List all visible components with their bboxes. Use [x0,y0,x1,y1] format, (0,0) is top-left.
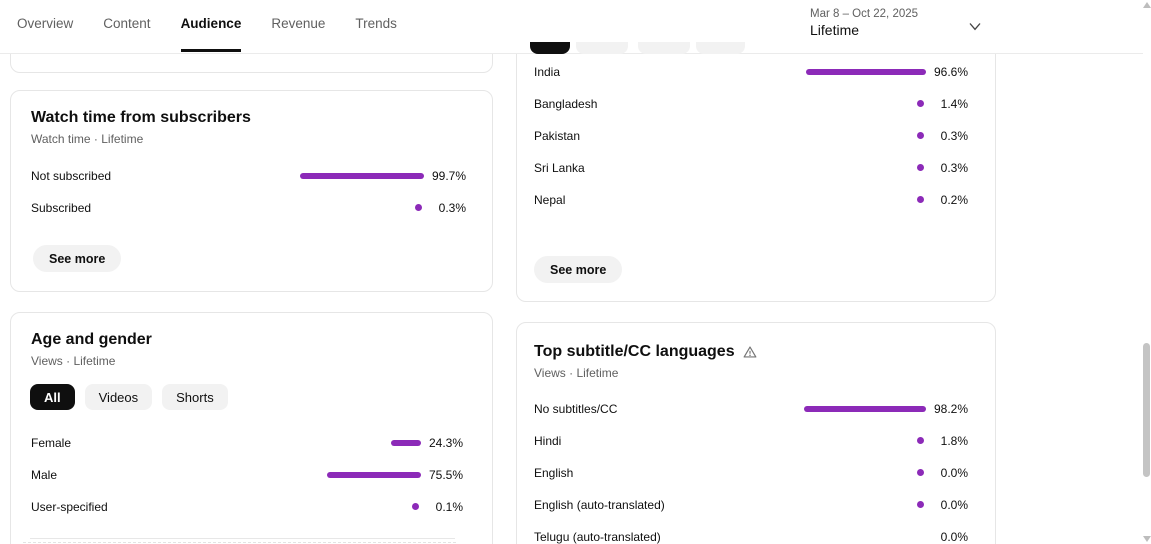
stat-row-sri-lanka: Sri Lanka 0.3% [534,152,968,184]
subtitle-languages-card: Top subtitle/CC languages Views · Lifeti… [516,322,996,544]
row-label: English [534,466,574,480]
row-value: 0.0% [940,466,968,480]
vertical-scrollbar [1143,0,1151,544]
row-value: 0.3% [940,161,968,175]
tab-revenue[interactable]: Revenue [271,15,326,31]
tab-content[interactable]: Content [103,15,151,31]
watch-time-subscribers-card: Watch time from subscribers Watch time ·… [10,90,493,292]
row-value: 96.6% [933,65,968,79]
chevron-down-icon [965,16,985,36]
stat-row-pakistan: Pakistan 0.3% [534,120,968,152]
row-value: 0.3% [438,201,466,215]
row-value: 1.8% [940,434,968,448]
partial-chip[interactable] [576,42,628,54]
partial-chip-selected[interactable] [530,42,570,54]
stat-row-no-subtitles: No subtitles/CC 98.2% [534,393,968,425]
row-label: Sri Lanka [534,161,585,175]
tab-overview[interactable]: Overview [17,15,74,31]
see-more-button[interactable]: See more [534,256,623,283]
row-value: 98.2% [933,402,968,416]
stat-row-female: Female 24.3% [31,427,463,459]
row-label: English (auto-translated) [534,498,665,512]
row-bar [802,437,926,445]
card-subtitle: Views · Lifetime [31,354,116,368]
row-bar [297,471,421,479]
date-range-picker[interactable]: Mar 8 – Oct 22, 2025 Lifetime [800,4,1000,50]
row-bar [802,501,926,509]
row-label: India [534,65,561,79]
stat-row-telugu-auto: Telugu (auto-translated) 0.0% [534,521,968,544]
top-geographies-card: India 96.6% Bangladesh 1.4% Pakistan 0.3… [516,18,996,302]
tab-audience[interactable]: Audience [180,0,241,54]
stat-row-not-subscribed: Not subscribed 99.7% [31,160,466,192]
stat-row-nepal: Nepal 0.2% [534,184,968,216]
card-title: Top subtitle/CC languages [534,343,735,360]
row-label: Nepal [534,193,566,207]
scroll-down-arrow[interactable] [1143,536,1151,542]
row-bar [297,503,421,511]
analytics-tabs: Overview Content Audience Revenue Trends [17,0,397,54]
divider [23,542,456,543]
analytics-header: Overview Content Audience Revenue Trends… [0,0,1143,54]
row-label: Subscribed [31,201,92,215]
stat-row-user-specified: User-specified 0.1% [31,491,463,523]
partial-chip[interactable] [638,42,690,54]
partial-chip[interactable] [696,42,745,54]
row-value: 0.2% [940,193,968,207]
row-label: No subtitles/CC [534,402,618,416]
row-label: Not subscribed [31,169,112,183]
stat-row-india: India 96.6% [534,56,968,88]
row-bar [802,196,926,204]
stat-row-bangladesh: Bangladesh 1.4% [534,88,968,120]
row-bar [802,132,926,140]
row-label: Pakistan [534,129,581,143]
row-bar [297,439,421,447]
stat-row-male: Male 75.5% [31,459,463,491]
stat-row-hindi: Hindi 1.8% [534,425,968,457]
chip-shorts[interactable]: Shorts [162,384,228,410]
warning-icon[interactable] [743,345,757,359]
row-bar [802,469,926,477]
row-label: Telugu (auto-translated) [534,530,661,544]
scrollbar-thumb[interactable] [1143,343,1150,477]
row-bar [802,68,926,76]
row-bar [802,164,926,172]
stat-row-english: English 0.0% [534,457,968,489]
card-subtitle: Watch time · Lifetime [31,132,144,146]
row-bar [802,405,926,413]
row-value: 0.0% [940,498,968,512]
row-value: 0.0% [940,530,968,544]
row-label: Bangladesh [534,97,598,111]
divider [30,538,455,539]
row-value: 0.1% [435,500,463,514]
card-subtitle: Views · Lifetime [534,366,619,380]
date-range-text: Mar 8 – Oct 22, 2025 [810,8,919,20]
row-bar [802,100,926,108]
chip-videos[interactable]: Videos [84,384,153,410]
row-value: 0.3% [940,129,968,143]
row-bar [300,204,424,212]
row-label: Hindi [534,434,562,448]
see-more-button[interactable]: See more [33,245,122,272]
row-value: 99.7% [431,169,466,183]
age-gender-card: Age and gender Views · Lifetime All Vide… [10,312,493,544]
row-bar [802,533,926,541]
tab-trends[interactable]: Trends [355,15,397,31]
row-label: Male [31,468,58,482]
scroll-up-arrow[interactable] [1143,2,1151,8]
card-title: Age and gender [31,331,152,348]
row-label: Female [31,436,72,450]
row-value: 1.4% [940,97,968,111]
stat-row-subscribed: Subscribed 0.3% [31,192,466,224]
stat-row-english-auto: English (auto-translated) 0.0% [534,489,968,521]
row-bar [300,172,424,180]
date-preset-text: Lifetime [810,22,860,38]
row-value: 75.5% [428,468,463,482]
card-title: Watch time from subscribers [31,109,251,126]
row-label: User-specified [31,500,108,514]
chip-all[interactable]: All [30,384,75,410]
row-value: 24.3% [428,436,463,450]
